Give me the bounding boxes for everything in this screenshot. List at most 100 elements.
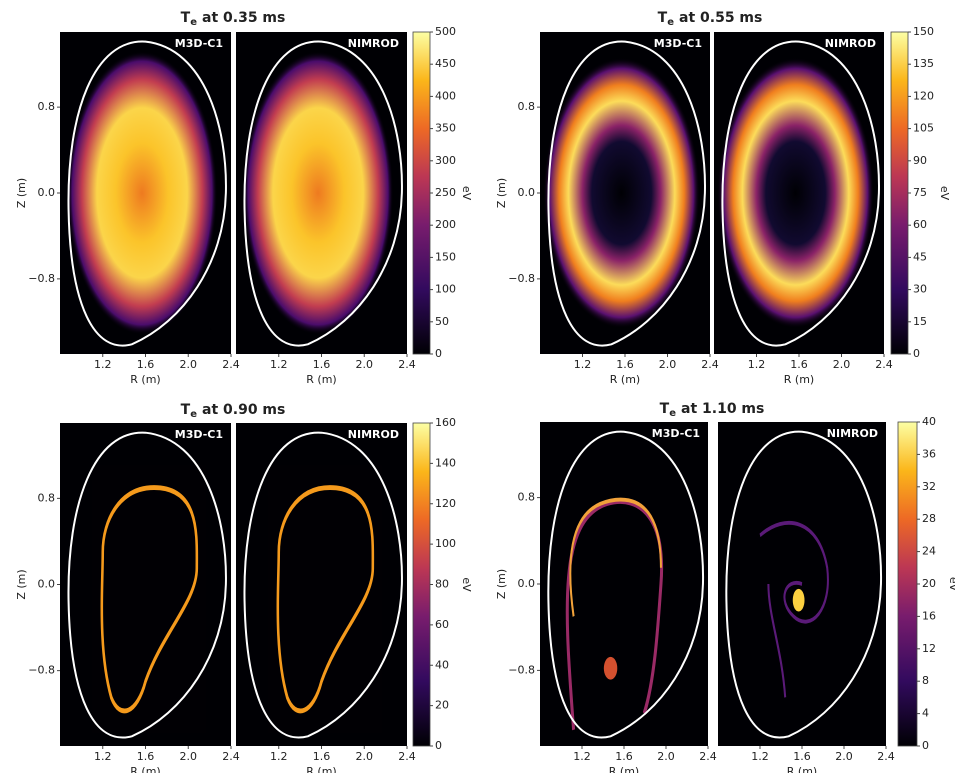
colorbar-tick-label: 135 [913, 57, 934, 70]
y-tick-label: 0.8 [518, 100, 536, 113]
x-tick-label: 2.4 [875, 358, 893, 371]
panel-label: M3D-C1 [654, 37, 702, 50]
x-tick-label: 2.4 [699, 750, 717, 763]
x-axis-label: R (m) [130, 765, 160, 773]
y-tick-label: 0.8 [38, 491, 56, 504]
y-tick-label: 0.8 [38, 100, 56, 113]
colorbar-tick-label: 250 [435, 186, 456, 199]
x-axis-label: R (m) [609, 765, 639, 773]
title-subscript: e [667, 17, 674, 28]
chart-title: Te at 1.10 ms [660, 401, 765, 419]
colorbar [412, 422, 431, 747]
x-tick-label: 2.4 [398, 358, 416, 371]
colorbar-tick-label: 150 [435, 250, 456, 263]
colorbar-tick-label: 0 [435, 739, 442, 752]
colorbar-tick-label: 100 [435, 537, 456, 550]
colorbar-tick-label: 100 [435, 283, 456, 296]
colorbar-tick-label: 40 [922, 415, 936, 428]
x-axis-label: R (m) [306, 765, 336, 773]
title-text: at 0.35 ms [202, 10, 285, 26]
x-tick-label: 1.6 [793, 750, 811, 763]
panel-background [60, 423, 231, 746]
x-tick-label: 2.0 [833, 358, 851, 371]
x-tick-label: 1.2 [270, 358, 288, 371]
x-tick-label: 1.2 [94, 358, 112, 371]
colorbar-tick-label: 32 [922, 480, 936, 493]
x-tick-label: 1.2 [270, 750, 288, 763]
x-tick-label: 1.6 [616, 358, 634, 371]
x-tick-label: 2.0 [835, 750, 853, 763]
x-axis-label: R (m) [787, 765, 817, 773]
colorbar-tick-label: 60 [913, 218, 927, 231]
colorbar-tick-label: 8 [922, 674, 929, 687]
x-tick-label: 2.0 [180, 750, 198, 763]
title-symbol: T [660, 401, 670, 417]
title-symbol: T [181, 10, 191, 26]
title-subscript: e [190, 409, 197, 420]
colorbar [412, 31, 431, 355]
heatmap-panel [718, 422, 886, 746]
y-tick-label: 0.0 [38, 186, 56, 199]
x-tick-label: 1.2 [94, 750, 112, 763]
colorbar [897, 421, 918, 747]
heatmap-panel [236, 32, 407, 354]
y-tick-label: 0.0 [518, 577, 536, 590]
vessel-wall [68, 433, 225, 738]
y-axis-label: Z (m) [495, 569, 508, 599]
panel-label: NIMROD [825, 37, 876, 50]
colorbar-tick-label: 50 [435, 315, 449, 328]
x-tick-label: 2.0 [657, 750, 675, 763]
vessel-wall [548, 42, 705, 346]
x-tick-label: 1.2 [751, 750, 769, 763]
colorbar [890, 31, 909, 355]
colorbar-tick-label: 120 [913, 89, 934, 102]
colorbar-tick-label: 300 [435, 154, 456, 167]
panel-background [236, 423, 407, 746]
x-tick-label: 1.6 [615, 750, 633, 763]
vessel-wall [244, 433, 401, 738]
colorbar-tick-label: 450 [435, 57, 456, 70]
colorbar-label: eV [460, 577, 473, 592]
x-tick-label: 1.2 [574, 358, 592, 371]
title-text: at 1.10 ms [681, 401, 764, 417]
title-subscript: e [190, 17, 197, 28]
panel-label: NIMROD [827, 427, 878, 440]
colorbar-label: eV [938, 186, 951, 201]
colorbar-tick-label: 500 [435, 25, 456, 38]
panel-label: M3D-C1 [652, 427, 700, 440]
colorbar-tick-label: 200 [435, 218, 456, 231]
y-tick-label: −0.8 [28, 664, 55, 677]
temperature-glow [792, 588, 805, 612]
colorbar-tick-label: 30 [913, 283, 927, 296]
colorbar-tick-label: 45 [913, 250, 927, 263]
colorbar-label: eV [460, 186, 473, 201]
vessel-wall [548, 432, 703, 738]
y-tick-label: 0.0 [518, 186, 536, 199]
heatmap-panel [714, 32, 884, 354]
heatmap-panel [540, 422, 708, 746]
colorbar-tick-label: 40 [435, 658, 449, 671]
colorbar-tick-label: 20 [922, 577, 936, 590]
colorbar-tick-label: 105 [913, 122, 934, 135]
temperature-glow [569, 497, 662, 617]
panel-label: NIMROD [348, 37, 399, 50]
colorbar-tick-label: 120 [435, 497, 456, 510]
temperature-glow [276, 485, 375, 714]
colorbar-tick-label: 90 [913, 154, 927, 167]
x-tick-label: 2.4 [398, 750, 416, 763]
title-symbol: T [658, 10, 668, 26]
panel-label: M3D-C1 [175, 37, 223, 50]
vessel-wall [726, 432, 881, 738]
temperature-glow [66, 51, 218, 335]
x-tick-label: 1.6 [313, 358, 331, 371]
x-tick-label: 1.6 [137, 358, 155, 371]
title-symbol: T [181, 402, 191, 418]
colorbar-tick-label: 12 [922, 642, 936, 655]
heatmap-panel [540, 32, 710, 354]
title-text: at 0.55 ms [679, 10, 762, 26]
colorbar-tick-label: 0 [922, 739, 929, 752]
x-tick-label: 2.4 [877, 750, 895, 763]
x-tick-label: 1.6 [790, 358, 808, 371]
temperature-glow [717, 57, 874, 329]
